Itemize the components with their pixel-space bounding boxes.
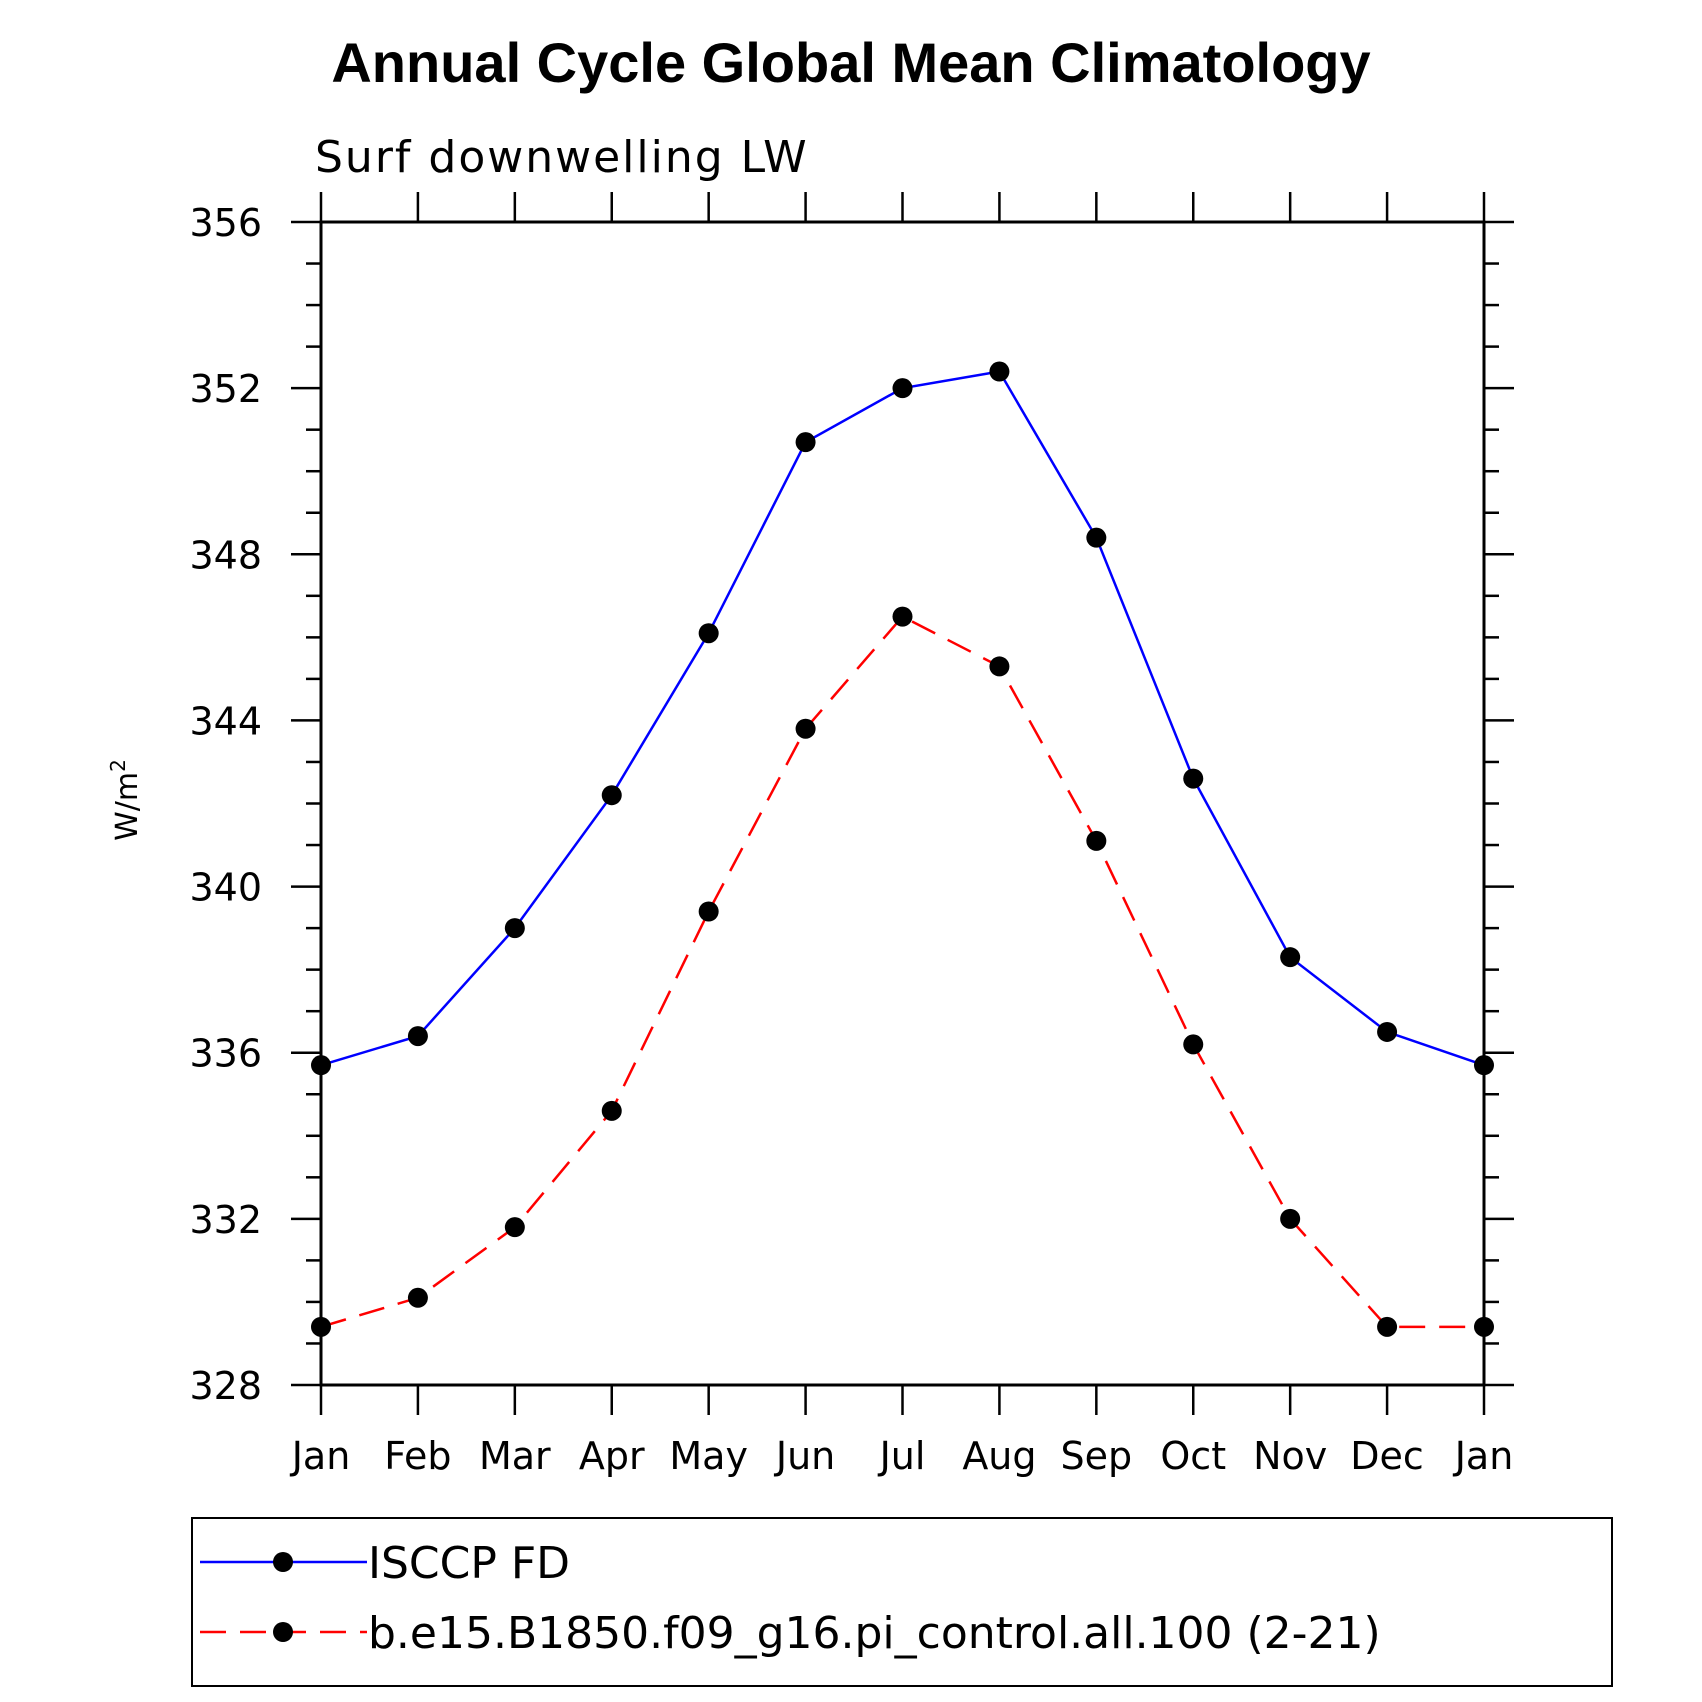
series-0-point <box>1183 768 1204 789</box>
series-0-point <box>1280 947 1301 968</box>
series-1-point <box>698 901 719 922</box>
legend: ISCCP FD b.e15.B1850.f09_g16.pi_control.a… <box>191 1517 1613 1687</box>
series-0-point <box>1086 527 1107 548</box>
series-0-point <box>795 432 816 453</box>
chart-subtitle: Surf downwelling LW <box>315 132 809 183</box>
series-0-point <box>601 785 622 806</box>
y-tick-label: 328 <box>189 1364 262 1408</box>
series-1-point <box>892 606 913 627</box>
series-1-point <box>1183 1034 1204 1055</box>
series-0-point <box>698 623 719 644</box>
series-1-point <box>1280 1208 1301 1229</box>
series-1-point <box>1377 1316 1398 1337</box>
y-tick-label: 352 <box>189 367 262 411</box>
legend-label-1: b.e15.B1850.f09_g16.pi_control.all.100 (… <box>368 1608 1381 1659</box>
legend-marker-0 <box>273 1552 293 1572</box>
series-0-point <box>989 361 1010 382</box>
series-0-point <box>311 1055 331 1076</box>
series-0-point <box>1377 1021 1398 1042</box>
series-1-point <box>1086 830 1107 851</box>
series-0-point <box>892 378 913 399</box>
legend-marker-1 <box>273 1622 293 1642</box>
series-0-point <box>504 918 525 939</box>
x-tick-label: Jan <box>290 1434 351 1478</box>
x-tick-label: May <box>669 1434 748 1478</box>
series-line-0 <box>320 370 1485 1067</box>
series-1-point <box>504 1217 525 1238</box>
x-tick-label: Feb <box>384 1434 451 1478</box>
y-axis-label-superscript: 2 <box>106 759 130 772</box>
series-1-point <box>311 1316 331 1337</box>
legend-box <box>191 1517 1613 1687</box>
x-tick-label: Sep <box>1061 1434 1133 1478</box>
x-tick-labels: Jan Feb Mar Apr May Jun Jul Aug Sep Oct Nov Dec Jan <box>290 1434 1514 1478</box>
x-tick-label: Jul <box>878 1434 926 1478</box>
series-1-point <box>407 1287 428 1308</box>
series-1-point <box>989 656 1010 677</box>
x-tick-label: Jun <box>774 1434 835 1478</box>
y-tick-labels: 328 332 336 340 344 348 352 356 <box>189 201 262 1408</box>
series-lines <box>320 370 1485 1329</box>
x-tick-label: Dec <box>1350 1434 1424 1478</box>
series-1-point <box>601 1100 622 1121</box>
x-tick-label: Mar <box>479 1434 551 1478</box>
x-tick-label: Jan <box>1453 1434 1514 1478</box>
series-points <box>311 361 1494 1337</box>
x-tick-label: Nov <box>1253 1434 1327 1478</box>
series-1-point <box>795 718 816 739</box>
y-tick-label: 340 <box>189 866 262 910</box>
legend-label-0: ISCCP FD <box>368 1538 570 1589</box>
series-0-point <box>1474 1055 1494 1076</box>
x-tick-label: Oct <box>1160 1434 1226 1478</box>
y-axis-label: W/m2 <box>106 759 145 841</box>
y-tick-label: 348 <box>189 533 262 577</box>
x-tick-label: Apr <box>579 1434 645 1478</box>
y-tick-label: 332 <box>189 1198 262 1242</box>
axis-ticks <box>291 192 1514 1415</box>
y-tick-label: 344 <box>189 699 262 743</box>
x-tick-label: Aug <box>962 1434 1036 1478</box>
y-tick-label: 336 <box>189 1032 262 1076</box>
y-tick-label: 356 <box>189 201 262 245</box>
chart-title: Annual Cycle Global Mean Climatology <box>331 31 1370 94</box>
series-1-point <box>1474 1316 1494 1337</box>
series-0-point <box>407 1026 428 1047</box>
